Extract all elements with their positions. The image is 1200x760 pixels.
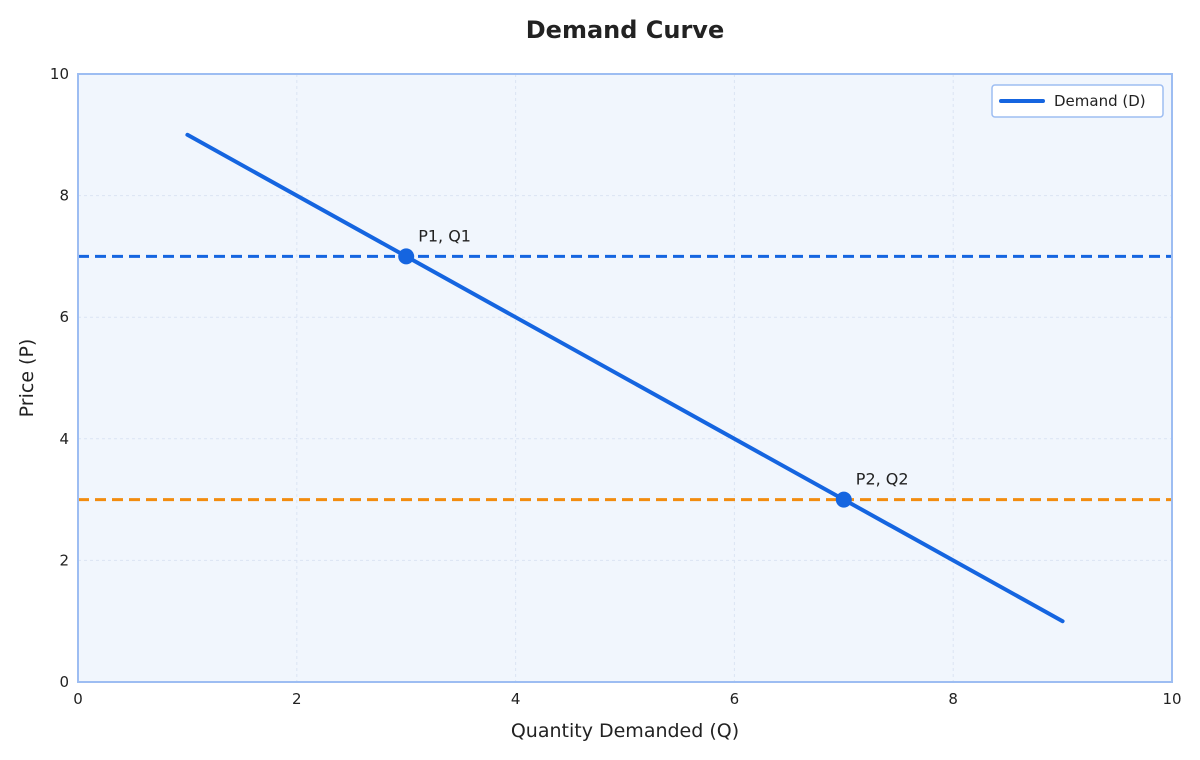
legend: Demand (D) [991, 84, 1164, 118]
plot-frame [77, 73, 1173, 683]
x-tick-label: 6 [730, 690, 740, 708]
x-tick-label: 2 [292, 690, 302, 708]
point-label-2: P2, Q2 [856, 470, 909, 489]
point-labels: P1, Q1 P2, Q2 [418, 226, 908, 488]
x-tick-label: 4 [511, 690, 521, 708]
legend-label-demand: Demand (D) [1054, 92, 1146, 110]
y-tick-label: 4 [59, 430, 69, 448]
grid-lines [78, 74, 1172, 682]
y-axis-label: Price (P) [16, 339, 38, 418]
legend-box [991, 84, 1164, 118]
data-points [398, 248, 852, 508]
x-tick-label: 10 [1162, 690, 1181, 708]
series-line-demand [185, 132, 1065, 624]
y-tick-label: 2 [59, 551, 69, 569]
y-tick-label: 10 [50, 65, 69, 83]
reference-lines [78, 254, 1172, 502]
y-tick-label: 0 [59, 673, 69, 691]
point-marker-1 [398, 248, 415, 265]
x-tick-label: 8 [948, 690, 958, 708]
x-tick-label: 0 [73, 690, 83, 708]
y-axis-ticks: 0 2 4 6 8 10 [50, 65, 69, 691]
chart-title: Demand Curve [526, 16, 724, 44]
x-axis-ticks: 0 2 4 6 8 10 [73, 690, 1181, 708]
point-label-1: P1, Q1 [418, 226, 471, 245]
x-axis-label: Quantity Demanded (Q) [511, 720, 739, 742]
y-tick-label: 6 [59, 308, 69, 326]
point-marker-2 [835, 491, 852, 508]
series-lines [185, 132, 1065, 624]
y-tick-label: 8 [59, 187, 69, 205]
